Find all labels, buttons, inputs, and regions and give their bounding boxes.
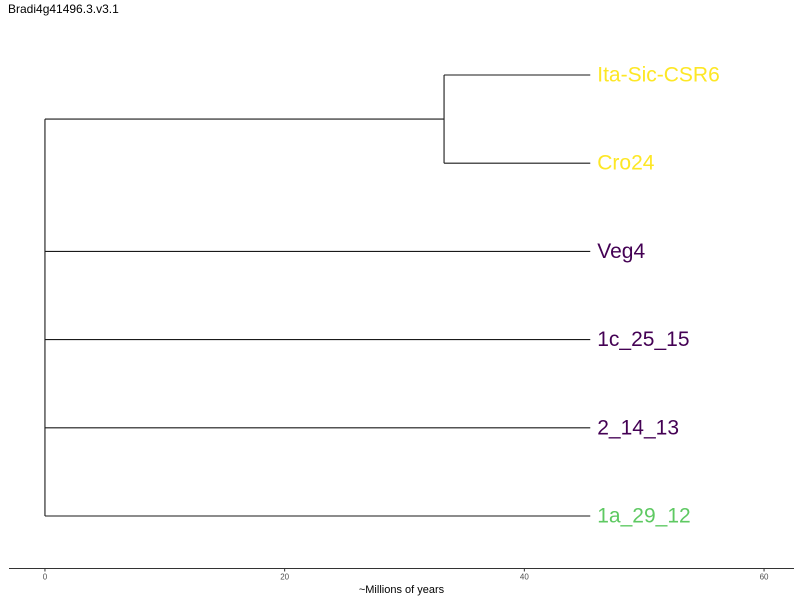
tip-label: Cro24	[597, 152, 655, 175]
x-tick-label: 0	[43, 573, 48, 582]
x-tick-label: 20	[280, 573, 289, 582]
tip-label: 1c_25_15	[597, 328, 689, 351]
tip-label: 2_14_13	[597, 416, 679, 439]
tip-label: Ita-Sic-CSR6	[597, 64, 720, 87]
x-tick-label: 40	[520, 573, 529, 582]
tree-title: Bradi4g41496.3.v3.1	[8, 2, 119, 16]
tip-label: Veg4	[597, 240, 645, 263]
tip-labels: Ita-Sic-CSR6 Cro24 Veg4 1c_25_15 2_14_13 1a_2…	[597, 64, 720, 528]
branches	[44, 74, 591, 517]
x-axis-label: ~Millions of years	[359, 584, 445, 596]
x-tick-label: 60	[760, 573, 769, 582]
time-axis: 0 20 40 60 ~Millions of years	[9, 568, 794, 596]
tip-label: 1a_29_12	[597, 505, 690, 528]
